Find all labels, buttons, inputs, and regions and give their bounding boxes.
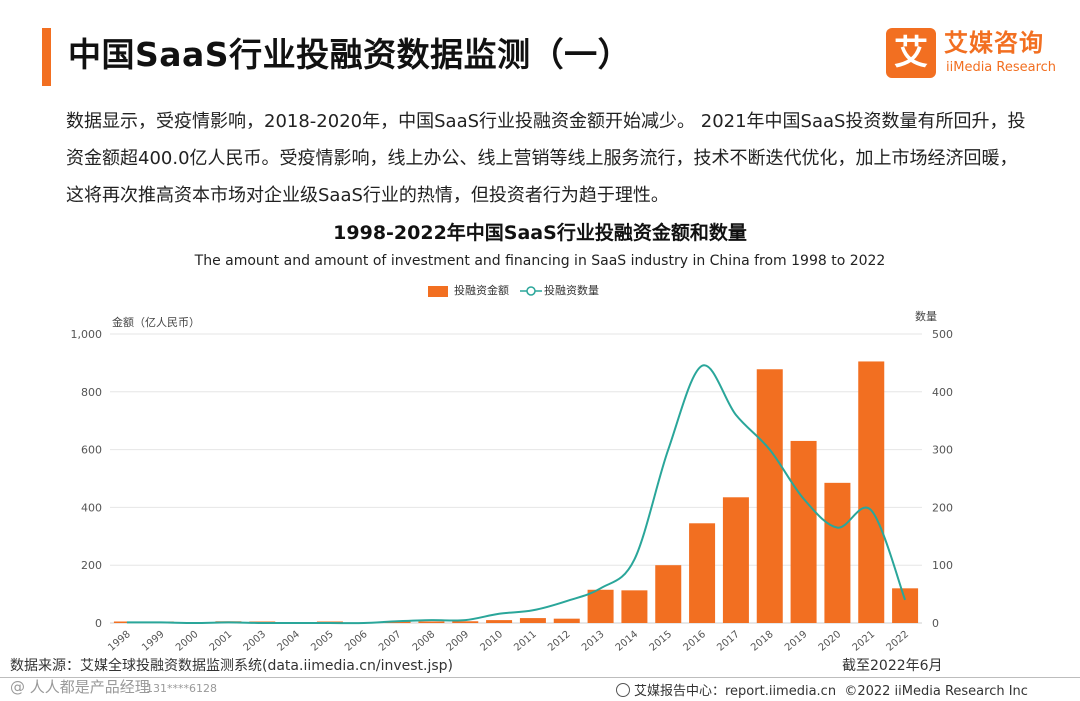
description-paragraph: 数据显示，受疫情影响，2018-2020年，中国SaaS行业投融资金额开始减少。… — [66, 111, 1026, 206]
copyright: ©2022 iiMedia Research Inc — [844, 684, 1028, 699]
logo-mark-icon: 艾 — [886, 28, 936, 78]
x-axis-label-2005: 2005 — [309, 629, 336, 654]
right-axis-title: 数量 — [915, 310, 937, 323]
count-series-line — [126, 364, 907, 625]
right-axis-tick-label: 200 — [932, 501, 953, 514]
left-axis-tick-label: 200 — [81, 559, 102, 572]
left-axis-tick-label: 0 — [95, 617, 102, 630]
bar-2008 — [418, 621, 445, 623]
report-center-link[interactable]: 艾媒报告中心：report.iimedia.cn — [634, 684, 837, 699]
x-axis-label-2008: 2008 — [411, 629, 438, 654]
bar-2021 — [858, 361, 885, 623]
bar-2013 — [587, 589, 614, 623]
date-note: 截至2022年6月 — [842, 658, 943, 674]
x-axis-label-2018: 2018 — [749, 629, 776, 654]
legend-item-amount: 投融资金额 — [428, 282, 509, 300]
bar-2009 — [452, 621, 479, 623]
x-axis-label-2019: 2019 — [783, 629, 810, 654]
left-axis-tick-label: 1,000 — [71, 328, 103, 341]
bar-2019 — [790, 440, 817, 623]
right-axis-tick-label: 300 — [932, 444, 953, 457]
footer-report-center: 艾媒报告中心：report.iimedia.cn ©2022 iiMedia R… — [616, 680, 1028, 699]
legend-line-icon — [520, 286, 542, 296]
chart-subtitle: The amount and amount of investment and … — [194, 253, 886, 269]
x-axis-label-2009: 2009 — [445, 629, 472, 654]
right-axis-tick-label: 0 — [932, 617, 939, 630]
bar-2014 — [621, 590, 648, 623]
x-axis-label-1999: 1999 — [140, 629, 167, 654]
data-source-note: 数据来源：艾媒全球投融资数据监测系统(data.iimedia.cn/inves… — [10, 658, 453, 674]
x-axis-label-2017: 2017 — [715, 629, 742, 654]
chart-title: 1998-2022年中国SaaS行业投融资金额和数量 — [333, 222, 747, 244]
x-axis-label-2014: 2014 — [614, 629, 641, 654]
x-axis-label-2006: 2006 — [343, 629, 370, 654]
x-axis-label-2003: 2003 — [242, 629, 269, 654]
x-axis-label-2011: 2011 — [512, 629, 539, 654]
bar-2015 — [655, 565, 682, 623]
footer-divider — [0, 677, 1080, 678]
left-axis-title: 金额（亿人民币） — [112, 316, 200, 329]
globe-icon — [616, 683, 630, 697]
x-axis-label-2021: 2021 — [851, 629, 878, 654]
legend-bar-swatch — [428, 286, 448, 297]
x-axis-label-2001: 2001 — [208, 629, 235, 654]
bar-2011 — [519, 618, 546, 623]
logo-chinese-name: 艾媒咨询 — [944, 29, 1044, 57]
right-axis-tick-label: 400 — [932, 386, 953, 399]
left-axis-tick-label: 600 — [81, 444, 102, 457]
bar-2017 — [722, 497, 749, 623]
x-axis-label-2012: 2012 — [546, 629, 573, 654]
page-title: 中国SaaS行业投融资数据监测（一） — [68, 35, 632, 74]
bar-2016 — [689, 523, 716, 623]
watermark-text: @ 人人都是产品经理 — [10, 678, 150, 696]
bar-2022 — [892, 588, 919, 623]
right-axis-tick-label: 100 — [932, 559, 953, 572]
bar-2018 — [756, 369, 783, 623]
watermark-user-id: 131****6128 — [146, 682, 217, 695]
left-axis-tick-label: 800 — [81, 386, 102, 399]
logo-english-name: iiMedia Research — [946, 60, 1057, 75]
x-axis-label-2004: 2004 — [275, 629, 302, 654]
bar-2010 — [486, 620, 513, 623]
legend-label-count: 投融资数量 — [544, 284, 599, 297]
right-axis-tick-label: 500 — [932, 328, 953, 341]
x-axis-label-2000: 2000 — [174, 629, 201, 654]
bar-2012 — [553, 618, 580, 623]
x-axis-label-2013: 2013 — [580, 629, 607, 654]
left-axis-tick-label: 400 — [81, 501, 102, 514]
x-axis-label-2020: 2020 — [817, 629, 844, 654]
title-accent-bar — [42, 28, 51, 86]
x-axis-label-2010: 2010 — [478, 629, 505, 654]
x-axis-label-1998: 1998 — [106, 629, 133, 654]
iimedia-logo: 艾 艾媒咨询 iiMedia Research — [886, 28, 1062, 80]
legend-item-count: 投融资数量 — [520, 282, 599, 300]
bar-2020 — [824, 482, 851, 623]
x-axis-label-2007: 2007 — [377, 629, 404, 654]
legend-label-amount: 投融资金额 — [454, 284, 509, 297]
x-axis-label-2015: 2015 — [648, 629, 675, 654]
x-axis-label-2022: 2022 — [884, 629, 911, 654]
x-axis-label-2016: 2016 — [681, 629, 708, 654]
